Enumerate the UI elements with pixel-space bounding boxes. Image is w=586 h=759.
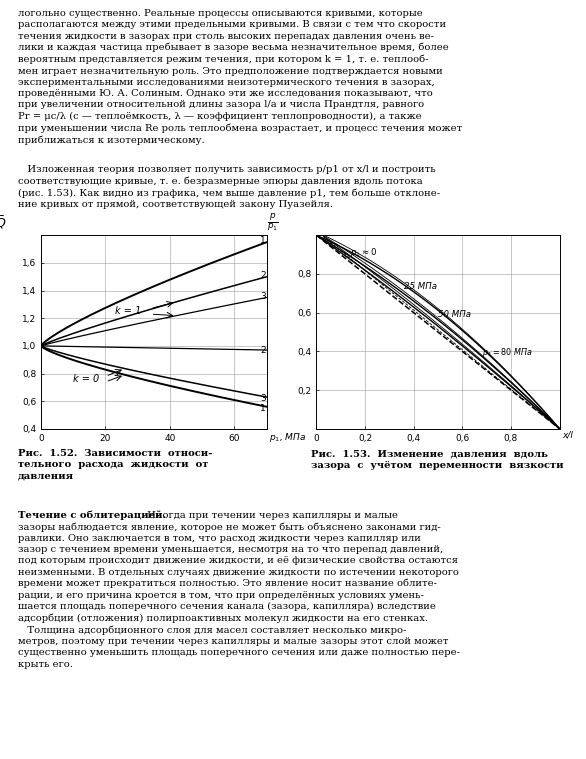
Text: $p_1$, МПа: $p_1$, МПа <box>269 431 306 444</box>
Text: 3: 3 <box>260 291 266 301</box>
Text: 25 МПа: 25 МПа <box>404 282 437 291</box>
Text: 2: 2 <box>260 345 266 354</box>
Text: $\bar{Q}$: $\bar{Q}$ <box>0 215 6 231</box>
Text: k = 0: k = 0 <box>73 374 99 384</box>
Text: 3: 3 <box>260 394 266 403</box>
Text: Течение с облитерацией.: Течение с облитерацией. <box>18 511 166 521</box>
Text: зазоры наблюдается явление, которое не может быть объяснено законами гид-
равлик: зазоры наблюдается явление, которое не м… <box>18 522 459 669</box>
Text: логольно существенно. Реальные процессы описываются кривыми, которые
располагают: логольно существенно. Реальные процессы … <box>18 9 462 144</box>
Text: 50 МПа: 50 МПа <box>438 310 471 319</box>
Text: 2: 2 <box>260 271 266 280</box>
Text: Изложенная теория позволяет получить зависимость p/p1 от x/l и построить
соответ: Изложенная теория позволяет получить зав… <box>18 165 439 209</box>
Text: $p_1 \approx 0$: $p_1 \approx 0$ <box>350 246 377 259</box>
Text: $p_1{=}80$ МПа: $p_1{=}80$ МПа <box>482 346 533 359</box>
Text: Рис.  1.53.  Изменение  давления  вдоль
зазора  с  учётом  переменности  вязкост: Рис. 1.53. Изменение давления вдоль зазо… <box>311 449 563 470</box>
Text: $\frac{p}{p_1}$: $\frac{p}{p_1}$ <box>267 212 278 233</box>
Text: Рис.  1.52.  Зависимости  относи-
тельного  расхода  жидкости  от
давления: Рис. 1.52. Зависимости относи- тельного … <box>18 449 212 480</box>
Text: Иногда при течении через капилляры и малые: Иногда при течении через капилляры и мал… <box>144 511 397 520</box>
Text: 1: 1 <box>260 404 266 413</box>
Text: k = 1: k = 1 <box>115 307 141 317</box>
Text: 1: 1 <box>260 236 266 245</box>
Text: x/l: x/l <box>562 431 573 439</box>
